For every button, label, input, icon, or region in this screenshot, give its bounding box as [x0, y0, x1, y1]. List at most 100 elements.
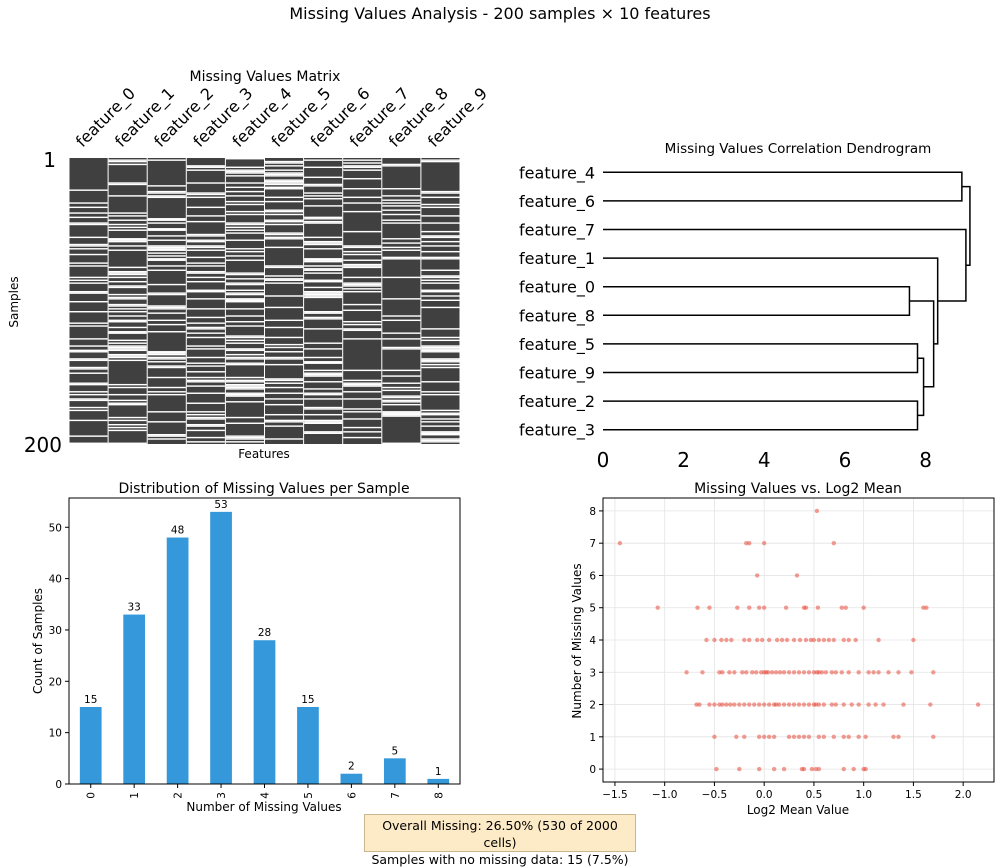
matrix-missing-cell [69, 322, 108, 324]
matrix-missing-cell [343, 398, 382, 400]
scatter-point [851, 766, 856, 772]
matrix-missing-cell [147, 185, 186, 187]
bar-xtick-label: 4 [260, 792, 272, 799]
scatter-point [846, 734, 851, 740]
matrix-missing-cell [108, 245, 147, 247]
matrix-missing-cell [265, 200, 304, 203]
matrix-missing-cell [421, 159, 460, 161]
matrix-column-feature_6 [304, 158, 343, 444]
matrix-missing-cell [265, 175, 304, 177]
scatter-point [617, 540, 623, 546]
matrix-missing-cell [265, 179, 304, 181]
scatter-xtick-label: −1.5 [602, 789, 628, 801]
matrix-missing-cell [225, 200, 264, 203]
matrix-missing-cell [147, 351, 186, 353]
summary-complete-samples: Samples with no missing data: 15 (7.5%) [371, 852, 629, 867]
scatter-point [975, 702, 981, 707]
matrix-missing-cell [265, 438, 304, 440]
dendrogram-xtick: 8 [919, 448, 932, 472]
matrix-missing-cell [186, 348, 225, 350]
matrix-missing-cell [304, 269, 343, 271]
matrix-missing-cell [225, 298, 264, 300]
scatter-point [744, 670, 749, 675]
bar-8 [427, 778, 450, 784]
matrix-missing-cell [382, 338, 421, 340]
dendrogram-link [603, 400, 919, 431]
matrix-missing-cell [304, 292, 343, 294]
scatter-point [781, 670, 787, 675]
matrix-missing-cell [225, 395, 264, 397]
matrix-missing-cell [186, 418, 225, 420]
scatter-xtick-label: −0.5 [702, 789, 728, 801]
matrix-missing-cell [225, 278, 264, 280]
bar-title: Distribution of Missing Values per Sampl… [118, 481, 409, 497]
matrix-missing-cell [225, 376, 264, 379]
matrix-missing-cell [108, 219, 147, 221]
matrix-missing-cell [343, 436, 382, 439]
matrix-missing-cell [225, 223, 264, 226]
matrix-missing-cell [265, 398, 304, 400]
matrix-missing-cell [186, 429, 225, 432]
matrix-missing-cell [225, 175, 264, 177]
matrix-missing-cell [225, 416, 264, 419]
matrix-missing-cell [108, 160, 147, 163]
matrix-missing-cell [225, 356, 264, 359]
scatter-point [909, 670, 914, 675]
matrix-missing-cell [147, 305, 186, 307]
matrix-missing-cell [421, 418, 460, 420]
bar-xtick-label: 3 [216, 792, 228, 799]
scatter-point [783, 605, 789, 610]
matrix-missing-cell [108, 403, 147, 406]
matrix-missing-cell [304, 195, 343, 197]
matrix-missing-cell [265, 356, 304, 359]
scatter-point [896, 670, 901, 675]
scatter-point [841, 734, 846, 740]
matrix-missing-cell [382, 369, 421, 372]
matrix-missing-cell [69, 212, 108, 214]
matrix-missing-cell [147, 293, 186, 296]
bar-value-label: 53 [214, 499, 227, 511]
scatter-point [761, 702, 767, 707]
matrix-missing-cell [382, 412, 421, 414]
matrix-missing-cell [225, 172, 264, 174]
scatter-point [763, 670, 769, 675]
bar-7 [383, 758, 406, 784]
matrix-missing-cell [421, 421, 460, 423]
matrix-missing-cell [69, 325, 108, 327]
scatter-point [761, 605, 767, 610]
scatter-point [924, 605, 929, 610]
matrix-missing-cell [421, 230, 460, 233]
matrix-missing-cell [343, 266, 382, 269]
scatter-point [843, 605, 848, 610]
scatter-point [684, 670, 689, 675]
matrix-missing-cell [186, 336, 225, 339]
matrix-missing-cell [343, 408, 382, 410]
matrix-missing-cell [265, 232, 304, 234]
scatter-point [896, 734, 901, 740]
matrix-missing-cell [147, 323, 186, 326]
scatter-point [771, 734, 777, 740]
matrix-missing-cell [225, 292, 264, 294]
matrix-missing-cell [421, 236, 460, 239]
matrix-missing-cell [69, 345, 108, 347]
scatter-point [816, 670, 822, 675]
matrix-missing-cell [225, 203, 264, 206]
matrix-missing-cell [225, 222, 264, 224]
matrix-missing-cell [108, 393, 147, 396]
matrix-missing-cell [108, 163, 147, 166]
scatter-point [781, 702, 787, 707]
matrix-missing-cell [108, 426, 147, 429]
matrix-missing-cell [69, 398, 108, 400]
matrix-missing-cell [343, 411, 382, 413]
bar-xtick-label: 1 [129, 792, 141, 799]
matrix-missing-cell [382, 382, 421, 384]
scatter-point [740, 670, 745, 675]
scatter-point [734, 734, 739, 740]
matrix-missing-cell [69, 338, 108, 340]
matrix-missing-cell [186, 166, 225, 169]
scatter-point [704, 637, 709, 643]
matrix-missing-cell [343, 418, 382, 420]
matrix-missing-cell [108, 356, 147, 359]
scatter-point [863, 734, 868, 740]
